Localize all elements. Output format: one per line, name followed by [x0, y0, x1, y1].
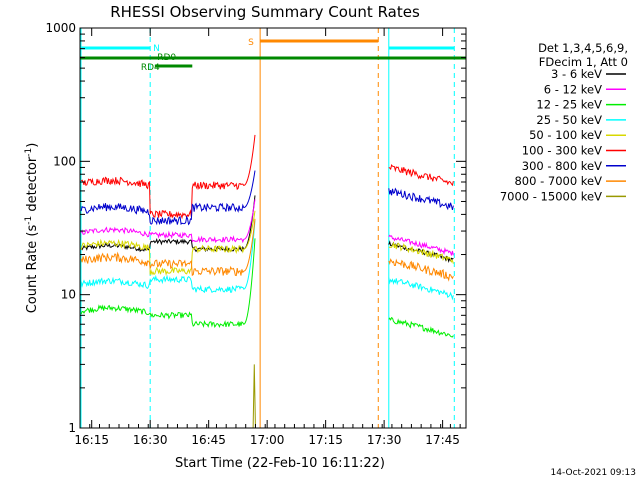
series-line-after-saa — [388, 234, 454, 256]
legend-label: 3 - 6 keV — [551, 67, 602, 81]
series-line — [80, 195, 256, 253]
chart-title: RHESSI Observing Summary Count Rates — [110, 3, 420, 21]
y-tick-label: 1000 — [45, 21, 76, 35]
series-line — [252, 364, 256, 429]
y-label-sup2: -1 — [24, 148, 34, 157]
legend-label: 6 - 12 keV — [544, 82, 602, 96]
y-label-prefix: Count Rate (s — [25, 225, 40, 314]
series-line-after-saa — [388, 187, 454, 211]
series-line-after-saa — [388, 241, 454, 264]
y-tick-label: 100 — [53, 154, 76, 168]
x-tick-label: 17:15 — [308, 433, 343, 447]
legend-label: 7000 - 15000 keV — [500, 189, 602, 203]
x-tick-label: 17:30 — [367, 433, 402, 447]
y-tick-label: 1 — [68, 421, 76, 435]
legend: Det 1,3,4,5,6,9,FDecim 1, Att 03 - 6 keV… — [500, 41, 628, 203]
y-label-sup1: -1 — [24, 216, 34, 225]
legend-label: 800 - 7000 keV — [514, 174, 602, 188]
y-label-mid: detector — [25, 156, 40, 216]
x-tick-label: 16:30 — [133, 433, 168, 447]
series-line — [80, 210, 256, 277]
y-tick-label: 10 — [61, 288, 76, 302]
x-tick-label: 17:45 — [425, 433, 460, 447]
legend-header: Det 1,3,4,5,6,9, — [538, 41, 628, 55]
series-line — [80, 170, 256, 226]
rd4-label: RD4 — [141, 63, 160, 73]
legend-label: 300 - 800 keV — [522, 159, 602, 173]
series-line-after-saa — [388, 163, 454, 187]
y-axis-label: Count Rate (s-1 detector-1) — [24, 143, 40, 314]
series-line — [80, 134, 256, 220]
legend-label: 25 - 50 keV — [536, 113, 602, 127]
series-group — [80, 134, 454, 429]
y-label-suffix: ) — [25, 143, 40, 148]
series-line — [80, 220, 256, 294]
series-line — [80, 238, 256, 328]
legend-header: FDecim 1, Att 0 — [539, 55, 628, 69]
night-label: N — [153, 44, 160, 54]
saa-label: S — [248, 38, 254, 48]
x-tick-label: 16:45 — [191, 433, 226, 447]
series-line — [80, 199, 256, 244]
series-line-after-saa — [388, 258, 454, 282]
legend-label: 100 - 300 keV — [522, 144, 602, 158]
x-axis-label: Start Time (22-Feb-10 16:11:22) — [175, 456, 385, 471]
plot-frame — [79, 27, 467, 429]
series-line-after-saa — [388, 277, 454, 301]
series-line — [80, 218, 256, 277]
footer-date: 14-Oct-2021 09:13 — [551, 468, 636, 478]
rd0-label: RD0 — [157, 53, 176, 63]
axes: 16:15 16:30 16:45 17:00 17:15 17:30 17:45 1 10 10… — [45, 21, 467, 447]
series-line-after-saa — [388, 316, 454, 338]
legend-label: 50 - 100 keV — [529, 128, 602, 142]
x-tick-label: 17:00 — [250, 433, 285, 447]
legend-label: 12 - 25 keV — [536, 98, 602, 112]
x-tick-label: 16:15 — [74, 433, 109, 447]
